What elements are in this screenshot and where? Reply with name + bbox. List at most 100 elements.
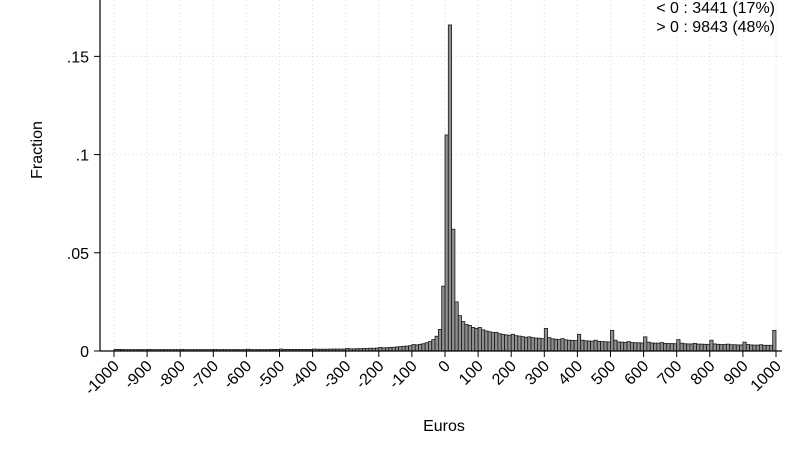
x-tick-label: -300: [320, 358, 355, 393]
x-tick-label: 200: [489, 358, 520, 389]
histogram-bar: [759, 344, 764, 352]
histogram-bar: [742, 341, 747, 352]
histogram-bar: [543, 328, 549, 352]
x-tick-label: -400: [287, 358, 322, 393]
histogram-bar: [749, 344, 754, 352]
x-tick-label: -500: [254, 358, 289, 393]
x-tick-label: -200: [353, 358, 388, 393]
histogram-bar: [560, 338, 565, 352]
histogram-bar: [613, 339, 618, 352]
histogram-bar: [722, 344, 727, 352]
histogram-bar: [520, 336, 525, 352]
histogram-bar: [524, 336, 529, 352]
histogram-bar: [408, 345, 413, 352]
histogram-bar: [404, 345, 409, 352]
histogram-bar: [437, 328, 443, 352]
x-tick-label: 0: [436, 358, 454, 376]
histogram-bar: [659, 342, 664, 352]
histogram-bar: [447, 24, 453, 352]
histogram-bar: [669, 343, 674, 352]
histogram-bar: [444, 134, 449, 352]
x-axis-title: Euros: [423, 418, 465, 435]
x-tick-label: -100: [386, 358, 421, 393]
histogram-bar: [451, 228, 456, 352]
y-axis-title: Fraction: [29, 121, 46, 179]
histogram-bar: [550, 338, 555, 352]
histogram-bar: [500, 333, 505, 352]
histogram-bar: [454, 301, 459, 352]
histogram-bar: [739, 344, 744, 352]
histogram-bar: [540, 338, 545, 352]
histogram-bar: [676, 339, 681, 352]
histogram-bar: [762, 344, 767, 352]
histogram-bar: [573, 340, 578, 352]
histogram-bar: [719, 344, 724, 352]
histogram-bar: [421, 343, 426, 352]
histogram-bar: [477, 327, 482, 352]
histogram-bar: [699, 343, 704, 352]
x-tick-label: 300: [522, 358, 553, 389]
x-tick-label: -700: [187, 358, 222, 393]
x-tick-label: -1000: [82, 358, 123, 399]
histogram-bars: [113, 24, 777, 352]
histogram-bar: [696, 343, 701, 352]
x-tick-label: -900: [121, 358, 156, 393]
histogram-bar: [646, 341, 651, 352]
annotation-positive-count: > 0 : 9843 (48%): [656, 19, 775, 36]
histogram-bar: [620, 341, 625, 352]
histogram-bar: [510, 333, 515, 352]
histogram-bar: [600, 341, 605, 352]
histogram-bar: [567, 339, 572, 352]
histogram-bar: [616, 341, 621, 352]
histogram-bar: [765, 344, 770, 352]
histogram-bar: [497, 333, 502, 352]
histogram-bar: [431, 339, 436, 352]
histogram-bar: [590, 340, 595, 352]
x-tick-label: -800: [154, 358, 189, 393]
histogram-bar: [537, 337, 542, 352]
histogram-bar: [580, 339, 585, 352]
histogram-bar: [636, 342, 641, 352]
x-tick-label: 1000: [748, 358, 785, 395]
histogram-bar: [768, 344, 774, 352]
histogram-bar: [679, 342, 684, 352]
histogram-bar: [411, 344, 416, 352]
histogram-bar: [398, 346, 403, 352]
histogram-bar: [593, 339, 598, 352]
histogram-bar: [596, 340, 601, 352]
histogram-bar: [689, 343, 694, 352]
histogram-bar: [709, 339, 714, 352]
y-tick-label: .05: [67, 246, 89, 263]
histogram-bar: [639, 342, 644, 352]
histogram-bar: [583, 340, 588, 352]
histogram-bar: [656, 342, 661, 352]
histogram-bar: [517, 335, 522, 352]
histogram-bar: [490, 332, 496, 352]
histogram-bar: [603, 341, 608, 352]
histogram-bar: [484, 330, 489, 352]
histogram-bar: [464, 324, 469, 352]
x-tick-label: 400: [555, 358, 586, 389]
histogram-bar: [461, 321, 466, 352]
histogram-bar: [692, 342, 697, 352]
histogram-bar: [471, 327, 476, 352]
histogram-bar: [735, 344, 740, 352]
histogram-bar: [557, 339, 562, 352]
histogram-bar: [530, 337, 535, 352]
histogram-bar: [716, 343, 721, 352]
histogram-bar: [441, 285, 446, 352]
histogram-bar: [481, 329, 486, 352]
histogram-bar: [663, 342, 668, 352]
histogram-bar: [586, 340, 592, 352]
histogram-bar: [702, 343, 707, 352]
histogram-bar: [494, 331, 499, 352]
histogram-bar: [467, 325, 472, 352]
histogram-bar: [706, 343, 711, 352]
histogram-bar: [682, 343, 688, 352]
histogram-bar: [772, 329, 777, 352]
histogram-bar: [474, 328, 479, 352]
y-tick-label: .15: [67, 49, 89, 66]
histogram-bar: [533, 337, 539, 352]
x-tick-label: 600: [622, 358, 653, 389]
